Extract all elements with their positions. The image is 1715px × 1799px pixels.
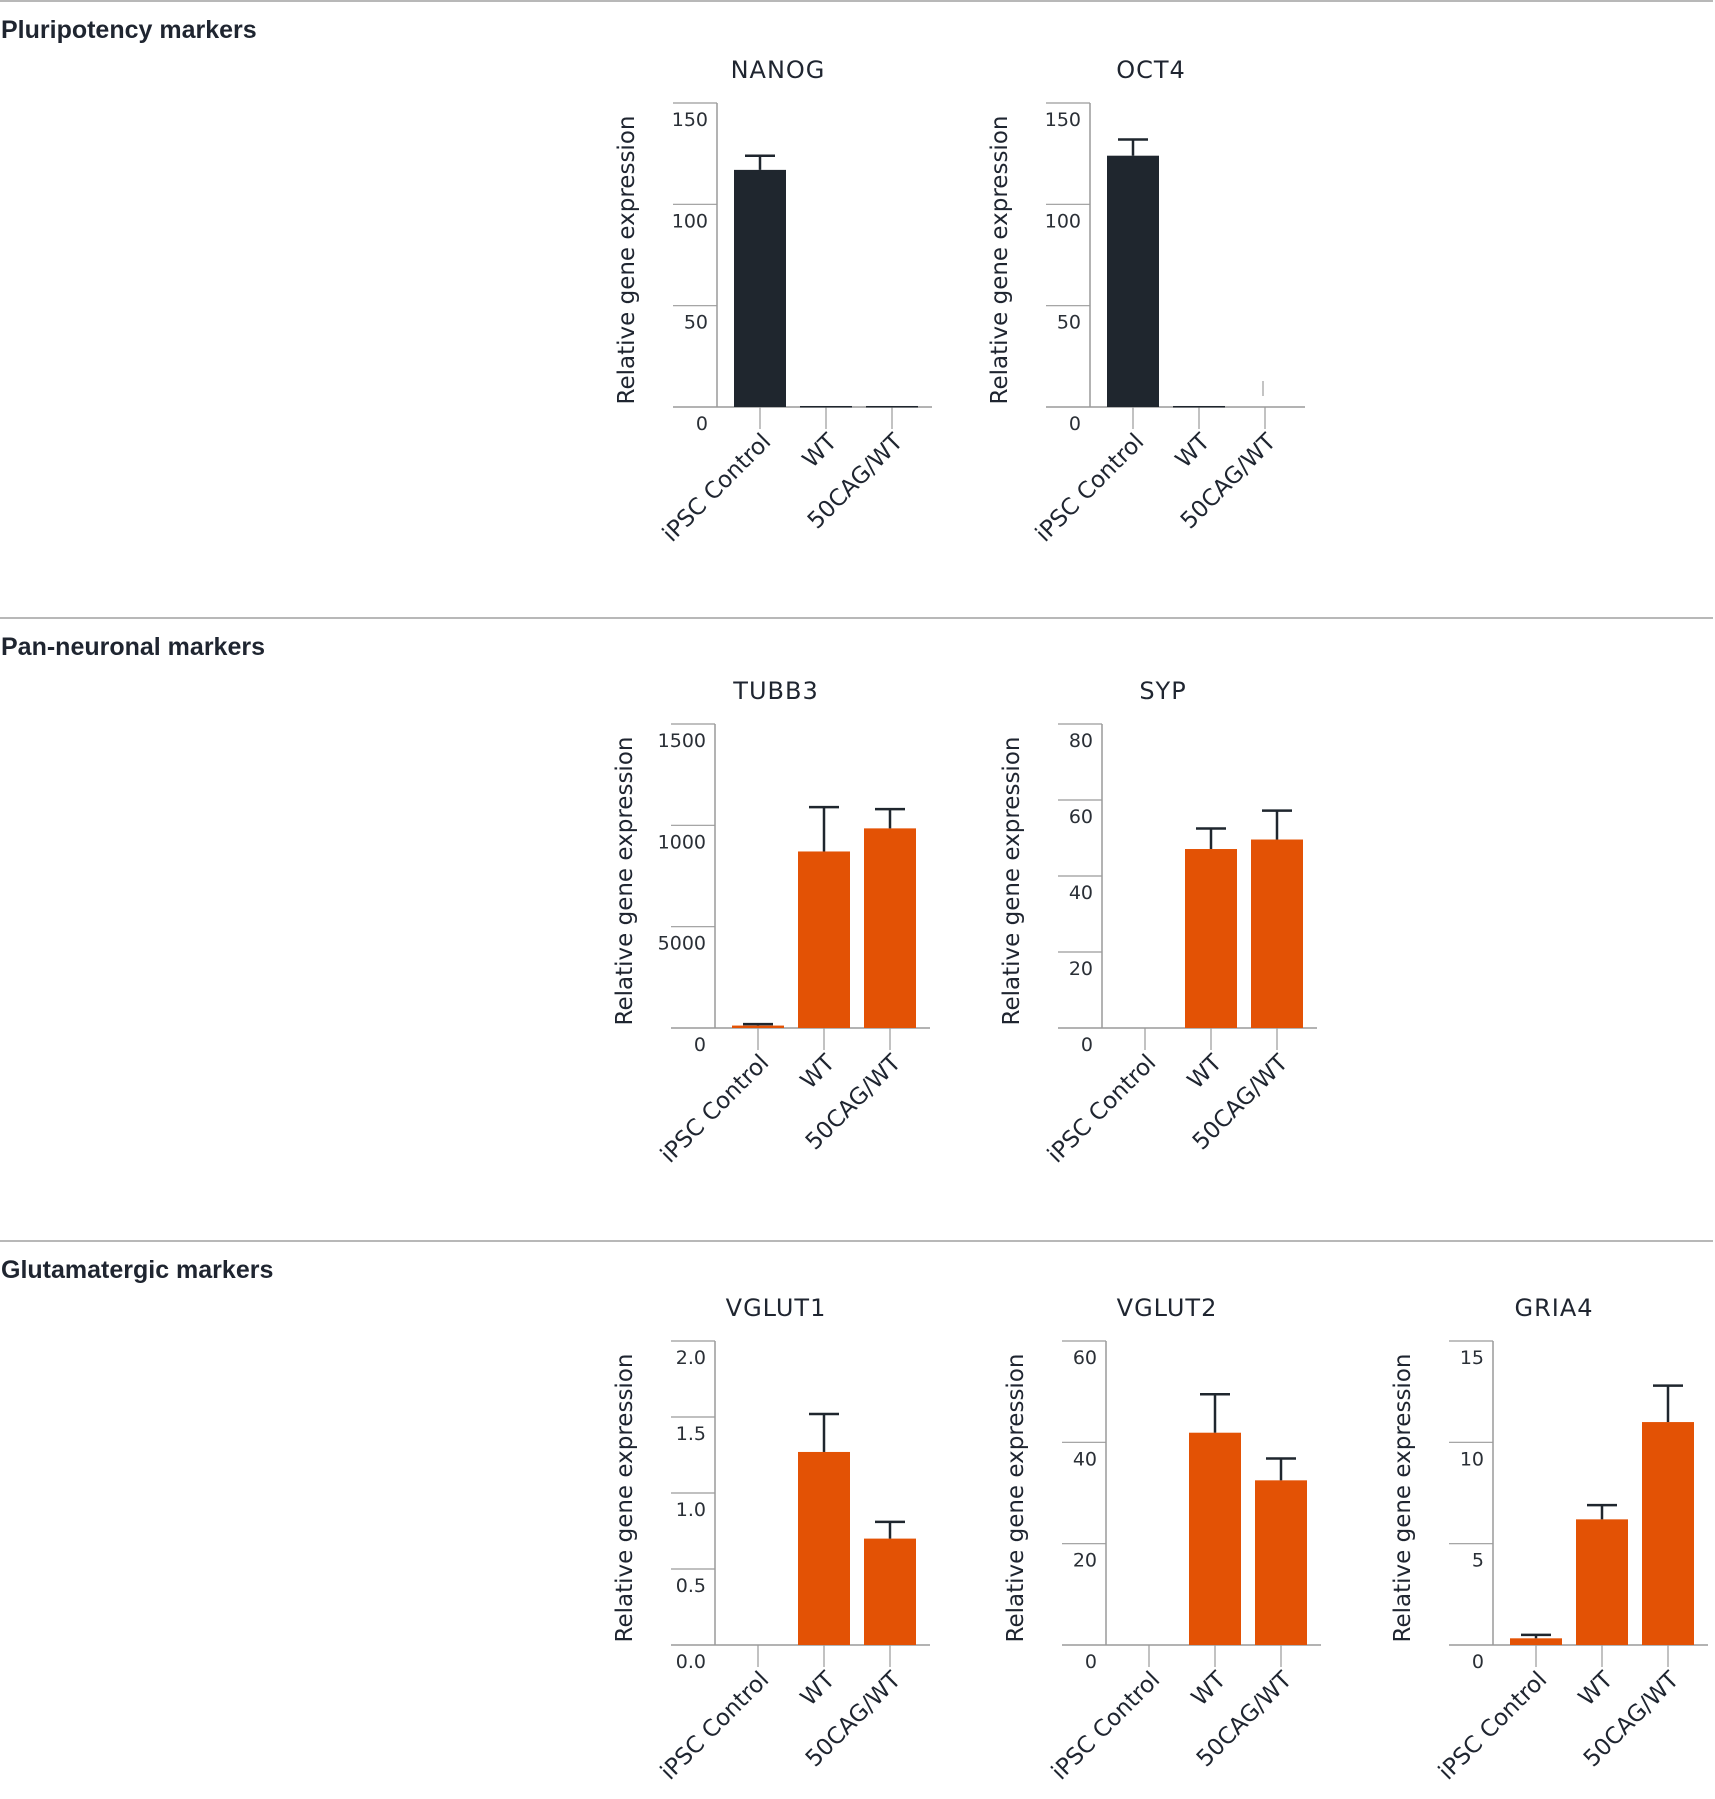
- bar-ipsc-control: [1107, 155, 1159, 407]
- y-axis-label: Relative gene expression: [987, 116, 1013, 405]
- chart-title: VGLUT1: [726, 1294, 827, 1322]
- bar-wt: [1173, 405, 1225, 408]
- section-heading: Pan-neuronal markers: [1, 633, 265, 661]
- y-tick-label: 1.5: [676, 1423, 706, 1445]
- y-axis-label: Relative gene expression: [612, 1354, 638, 1643]
- y-axis-label: Relative gene expression: [999, 737, 1025, 1026]
- bar-wt: [1185, 849, 1237, 1028]
- y-tick-label: 0: [1085, 1651, 1097, 1673]
- x-category-label: WT: [796, 1049, 841, 1094]
- x-category-label: iPSC Control: [1043, 1050, 1161, 1168]
- bar-ipsc-control: [734, 169, 786, 407]
- bar-50cag-wt: [1255, 1480, 1307, 1645]
- y-tick-label: 0: [1081, 1034, 1093, 1056]
- y-tick-label: 40: [1069, 882, 1093, 904]
- bar-wt: [1576, 1519, 1628, 1645]
- x-category-label: WT: [1187, 1666, 1232, 1711]
- x-category-label: WT: [1171, 428, 1216, 473]
- chart-title: NANOG: [731, 56, 826, 84]
- bar-chart-vglut1: VGLUT1 Relative gene expression 0.0 0.5 1.0 1…: [612, 1294, 930, 1785]
- y-tick-label: 60: [1069, 806, 1093, 828]
- bar-wt: [1189, 1432, 1241, 1645]
- x-category-label: iPSC Control: [1047, 1667, 1165, 1785]
- y-tick-label: 5: [1472, 1550, 1484, 1572]
- x-category-label: WT: [1183, 1049, 1228, 1094]
- y-tick-label: 100: [672, 210, 708, 232]
- y-tick-label: 15: [1460, 1347, 1484, 1369]
- y-tick-label: 10: [1460, 1448, 1484, 1470]
- chart-title: SYP: [1139, 677, 1186, 705]
- y-tick-label: 1.0: [676, 1499, 706, 1521]
- y-tick-label: 150: [1045, 109, 1081, 131]
- bar-50cag-wt: [866, 405, 918, 408]
- bar-50cag-wt: [864, 828, 916, 1028]
- y-tick-label: 150: [672, 109, 708, 131]
- bar-50cag-wt: [1642, 1422, 1694, 1645]
- y-tick-label: 20: [1073, 1550, 1097, 1572]
- y-tick-label: 1000: [658, 831, 706, 853]
- y-tick-label: 1500: [658, 730, 706, 752]
- bar-chart-tubb3: TUBB3 Relative gene expression 0 5000 1000 15…: [612, 677, 930, 1168]
- y-tick-label: 0.0: [676, 1651, 706, 1673]
- bar-wt: [800, 405, 852, 408]
- y-tick-label: 60: [1073, 1347, 1097, 1369]
- x-category-label: iPSC Control: [1434, 1667, 1552, 1785]
- bar-chart-gria4: GRIA4 Relative gene expression 0 5 10 15 iPSC …: [1390, 1294, 1708, 1785]
- x-category-label: WT: [796, 1666, 841, 1711]
- y-axis-label: Relative gene expression: [612, 737, 638, 1026]
- bar-chart-nanog: NANOG Relative gene expression 0 50 100 150 iP…: [614, 56, 932, 547]
- x-category-label: WT: [798, 428, 843, 473]
- y-tick-label: 50: [1057, 312, 1081, 334]
- y-tick-label: 20: [1069, 958, 1093, 980]
- y-tick-label: 0: [1069, 413, 1081, 435]
- bar-50cag-wt: [1251, 839, 1303, 1028]
- y-tick-label: 100: [1045, 210, 1081, 232]
- section-heading: Pluripotency markers: [1, 16, 257, 44]
- chart-title: OCT4: [1116, 56, 1186, 84]
- x-category-label: WT: [1574, 1666, 1619, 1711]
- section-heading: Glutamatergic markers: [1, 1256, 273, 1284]
- bar-50cag-wt: [864, 1538, 916, 1645]
- y-tick-label: 0.5: [676, 1575, 706, 1597]
- y-tick-label: 0: [694, 1034, 706, 1056]
- y-tick-label: 40: [1073, 1448, 1097, 1470]
- bar-wt: [798, 1451, 850, 1645]
- bar-chart-vglut2: VGLUT2 Relative gene expression 0 20 40 60 iPS…: [1003, 1294, 1321, 1785]
- x-category-label: iPSC Control: [656, 1050, 774, 1168]
- x-category-label: iPSC Control: [658, 429, 776, 547]
- y-axis-label: Relative gene expression: [614, 116, 640, 405]
- y-tick-label: 5000: [658, 933, 706, 955]
- y-tick-label: 0: [1472, 1651, 1484, 1673]
- bar-ipsc-control: [1510, 1638, 1562, 1645]
- bar-wt: [798, 851, 850, 1028]
- x-category-label: iPSC Control: [1031, 429, 1149, 547]
- chart-title: GRIA4: [1514, 1294, 1593, 1322]
- chart-title: TUBB3: [732, 677, 818, 705]
- y-tick-label: 80: [1069, 730, 1093, 752]
- y-tick-label: 50: [684, 312, 708, 334]
- bar-chart-syp: SYP Relative gene expression 0 20 40 60 80 iPSC…: [999, 677, 1317, 1168]
- bar-chart-oct4: OCT4 Relative gene expression 0 50 100 150 iPS…: [987, 56, 1305, 547]
- y-axis-label: Relative gene expression: [1003, 1354, 1029, 1643]
- y-tick-label: 0: [696, 413, 708, 435]
- x-category-label: iPSC Control: [656, 1667, 774, 1785]
- y-axis-label: Relative gene expression: [1390, 1354, 1416, 1643]
- y-tick-label: 2.0: [676, 1347, 706, 1369]
- chart-title: VGLUT2: [1117, 1294, 1218, 1322]
- bar-ipsc-control: [732, 1025, 784, 1028]
